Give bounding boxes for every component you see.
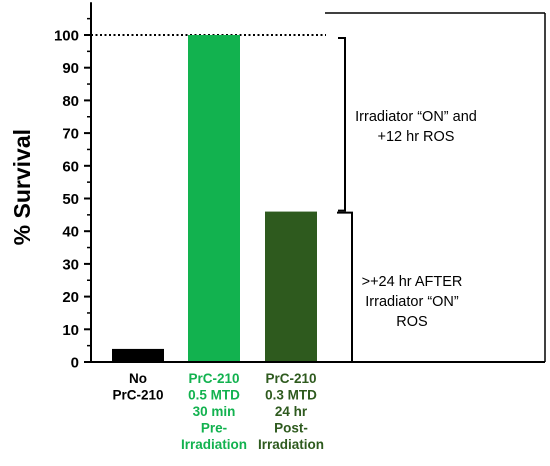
bar-3: [265, 211, 317, 362]
y-tick-label: 80: [62, 93, 79, 110]
bars: [112, 35, 317, 362]
annotation-text-2: >+24 hr AFTER Irradiator “ON” ROS: [362, 274, 463, 330]
bracket-lower: [337, 211, 353, 362]
category-label-2: PrC-210 0.5 MTD 30 min Pre-Irradiation: [181, 371, 247, 452]
y-tick-label: 0: [71, 355, 79, 372]
y-tick-label: 90: [62, 60, 79, 77]
y-tick-label: 60: [62, 158, 79, 175]
bracket-upper: [338, 37, 346, 212]
category-label-1: No PrC-210: [112, 371, 163, 403]
y-tick-label: 10: [62, 322, 79, 339]
y-tick-label: 30: [62, 256, 79, 273]
annotations: Irradiator “ON” and +12 hr ROS >+24 hr AFT…: [325, 12, 546, 362]
category-label-3: PrC-210 0.3 MTD 24 hr Post-Irradiation: [258, 371, 324, 452]
y-tick-label: 40: [62, 224, 79, 241]
y-tick-label: 70: [62, 126, 79, 143]
y-tick-label: 20: [62, 289, 79, 306]
y-tick-label: 100: [54, 28, 79, 45]
bar-2: [188, 35, 240, 362]
category-labels: No PrC-210 PrC-210 0.5 MTD 30 min Pre-Irradia…: [112, 371, 324, 452]
y-axis-label: % Survival: [9, 129, 35, 245]
annotation-text-1: Irradiator “ON” and +12 hr ROS: [355, 109, 477, 145]
y-axis-ticks: 0 10 20 30 40 50 60 70 80 90 100: [54, 17, 91, 372]
bar-1: [112, 348, 164, 362]
y-tick-label: 50: [62, 191, 79, 208]
